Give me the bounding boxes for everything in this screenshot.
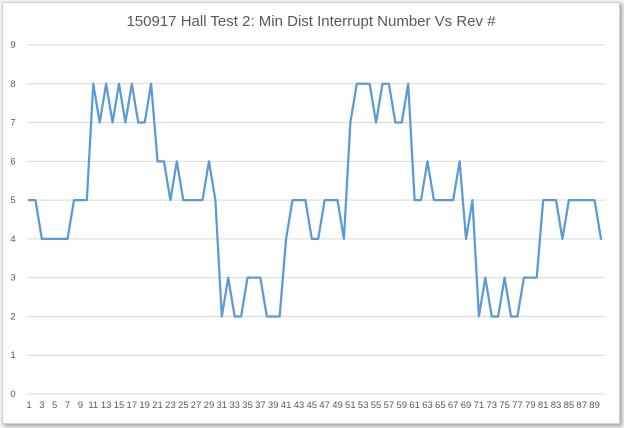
x-tick-label: 57 (384, 400, 395, 411)
x-tick-label: 31 (217, 400, 228, 411)
x-tick-label: 41 (281, 400, 292, 411)
x-axis-ticks: 1 3 5 7 9 11 13 15 17 19 21 23 25 27 29 31 33 35 37 39 41 43 4… (26, 400, 600, 411)
y-tick-label: 9 (10, 40, 15, 51)
x-tick-label: 63 (422, 400, 433, 411)
x-tick-label: 43 (294, 400, 305, 411)
x-tick-label: 85 (564, 400, 575, 411)
x-tick-label: 25 (178, 400, 189, 411)
x-tick-label: 59 (396, 400, 407, 411)
x-tick-label: 65 (435, 400, 446, 411)
x-tick-label: 81 (538, 400, 549, 411)
y-tick-label: 8 (10, 79, 15, 90)
x-tick-label: 1 (26, 400, 31, 411)
chart-frame: 150917 Hall Test 2: Min Dist Interrupt N… (2, 2, 620, 424)
y-tick-label: 0 (10, 389, 15, 400)
x-tick-label: 75 (499, 400, 510, 411)
x-tick-label: 73 (486, 400, 497, 411)
x-tick-label: 23 (165, 400, 176, 411)
x-tick-label: 55 (371, 400, 382, 411)
x-tick-label: 37 (255, 400, 266, 411)
x-tick-label: 45 (306, 400, 317, 411)
x-tick-label: 11 (88, 400, 98, 411)
y-tick-label: 3 (10, 273, 15, 284)
x-tick-label: 27 (191, 400, 202, 411)
chart-title: 150917 Hall Test 2: Min Dist Interrupt N… (126, 13, 496, 30)
series-layer (27, 82, 603, 318)
x-tick-label: 53 (358, 400, 369, 411)
x-tick-label: 67 (448, 400, 459, 411)
x-tick-label: 13 (101, 400, 112, 411)
x-tick-label: 33 (229, 400, 240, 411)
x-tick-label: 77 (512, 400, 523, 411)
y-tick-label: 7 (10, 118, 15, 129)
y-tick-label: 5 (10, 195, 15, 206)
x-tick-label: 69 (461, 400, 472, 411)
x-tick-label: 89 (589, 400, 600, 411)
x-tick-label: 61 (409, 400, 420, 411)
x-tick-label: 29 (204, 400, 215, 411)
x-tick-label: 49 (332, 400, 343, 411)
x-tick-label: 7 (65, 400, 70, 411)
series-line (27, 82, 603, 318)
x-tick-label: 5 (52, 400, 57, 411)
y-tick-label: 1 (10, 350, 15, 361)
y-tick-label: 4 (10, 234, 15, 245)
x-tick-label: 87 (576, 400, 587, 411)
x-tick-label: 9 (78, 400, 83, 411)
x-tick-label: 83 (551, 400, 562, 411)
y-tick-label: 2 (10, 311, 15, 322)
x-tick-label: 17 (127, 400, 138, 411)
y-tick-label: 6 (10, 156, 15, 167)
x-tick-label: 35 (242, 400, 253, 411)
x-tick-label: 39 (268, 400, 279, 411)
x-tick-label: 47 (319, 400, 330, 411)
x-tick-label: 3 (39, 400, 44, 411)
x-tick-label: 79 (525, 400, 536, 411)
x-tick-label: 71 (474, 400, 485, 411)
gridlines (27, 44, 605, 395)
x-tick-label: 21 (152, 400, 163, 411)
x-tick-label: 15 (114, 400, 125, 411)
y-axis-ticks: 0 1 2 3 4 5 6 7 8 9 (10, 40, 15, 400)
x-tick-label: 19 (139, 400, 150, 411)
x-tick-label: 51 (345, 400, 356, 411)
